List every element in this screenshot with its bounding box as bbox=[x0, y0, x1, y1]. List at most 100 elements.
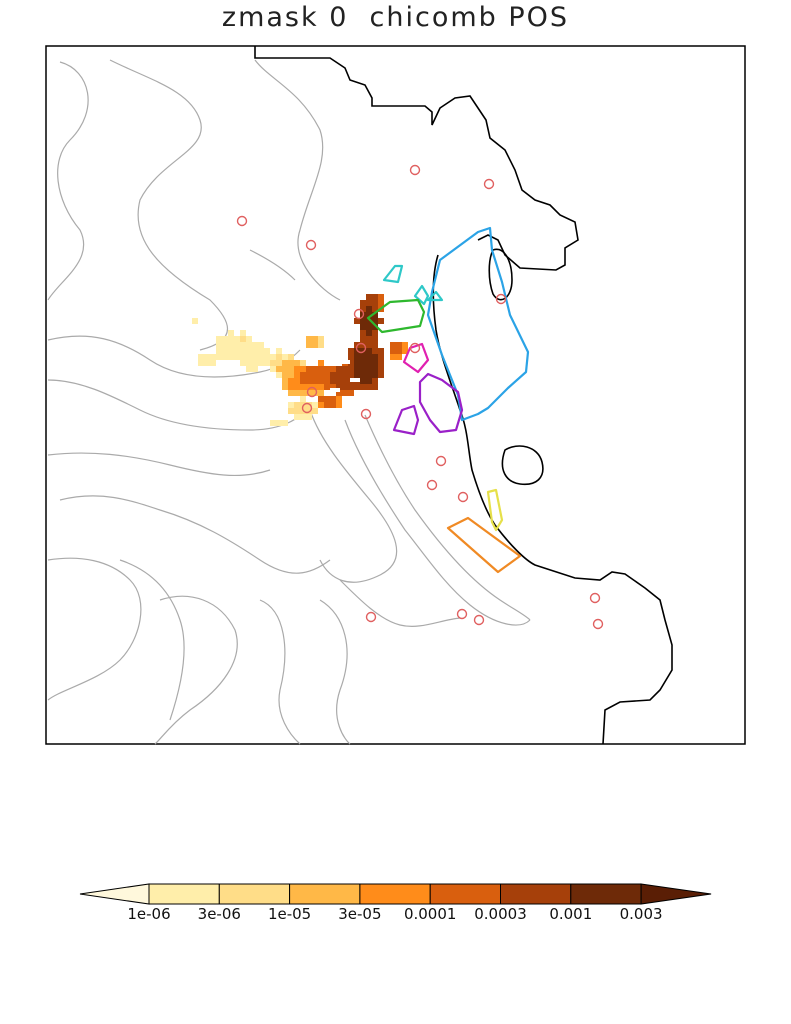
concentration-cell bbox=[330, 384, 336, 390]
concentration-cell bbox=[372, 372, 378, 378]
concentration-cell bbox=[330, 372, 336, 378]
concentration-cell bbox=[354, 360, 360, 366]
concentration-cell bbox=[366, 378, 372, 384]
bathymetry-contours bbox=[47, 59, 531, 745]
concentration-cell bbox=[366, 318, 372, 324]
concentration-cell bbox=[318, 402, 324, 408]
concentration-cell bbox=[366, 306, 372, 312]
concentration-cell bbox=[366, 354, 372, 360]
station-marker bbox=[435, 455, 447, 467]
concentration-cell bbox=[306, 342, 312, 348]
concentration-cell bbox=[270, 366, 276, 372]
concentration-cell bbox=[270, 360, 276, 366]
concentration-cell bbox=[342, 366, 348, 372]
station-marker bbox=[353, 308, 365, 320]
concentration-cell bbox=[300, 384, 306, 390]
concentration-cell bbox=[288, 354, 294, 360]
concentration-cell bbox=[354, 318, 360, 324]
concentration-cell bbox=[354, 366, 360, 372]
concentration-cell bbox=[372, 378, 378, 384]
region-blue bbox=[426, 226, 530, 422]
concentration-cell bbox=[234, 342, 240, 348]
concentration-cell bbox=[288, 402, 294, 408]
concentration-cell bbox=[330, 366, 336, 372]
concentration-cell bbox=[348, 372, 354, 378]
concentration-cell bbox=[294, 390, 300, 396]
concentration-cell bbox=[294, 408, 300, 414]
concentration-cell bbox=[300, 372, 306, 378]
concentration-cell bbox=[258, 348, 264, 354]
concentration-cell bbox=[222, 336, 228, 342]
concentration-cell bbox=[330, 378, 336, 384]
concentration-cell bbox=[366, 366, 372, 372]
concentration-cell bbox=[312, 402, 318, 408]
concentration-cell bbox=[366, 348, 372, 354]
concentration-cell bbox=[342, 372, 348, 378]
region-cyan-3 bbox=[426, 290, 444, 302]
concentration-cell bbox=[336, 384, 342, 390]
concentration-gap bbox=[350, 378, 360, 382]
concentration-cell bbox=[276, 354, 282, 360]
concentration-cell bbox=[258, 360, 264, 366]
concentration-cell bbox=[366, 330, 372, 336]
concentration-cell bbox=[276, 360, 282, 366]
concentration-cell bbox=[246, 354, 252, 360]
concentration-cell bbox=[360, 342, 366, 348]
concentration-cell bbox=[318, 336, 324, 342]
concentration-cell bbox=[324, 396, 330, 402]
concentration-cell bbox=[234, 336, 240, 342]
concentration-cell bbox=[270, 354, 276, 360]
colorbar-segment bbox=[148, 883, 220, 905]
colorbar-labels: 1e-06 3e-06 1e-05 3e-05 0.0001 0.0003 0.001 0.0… bbox=[127, 905, 662, 923]
concentration-cell bbox=[312, 372, 318, 378]
concentration-cell bbox=[342, 390, 348, 396]
station-marker bbox=[365, 611, 377, 623]
concentration-cell bbox=[288, 360, 294, 366]
concentration-cell bbox=[276, 366, 282, 372]
concentration-cell bbox=[360, 336, 366, 342]
concentration-cell bbox=[222, 354, 228, 360]
concentration-cell bbox=[318, 384, 324, 390]
concentration-cell bbox=[360, 318, 366, 324]
concentration-cell bbox=[204, 360, 210, 366]
concentration-cell bbox=[366, 300, 372, 306]
concentration-cell bbox=[378, 360, 384, 366]
concentration-cell bbox=[372, 306, 378, 312]
concentration-cell bbox=[252, 342, 258, 348]
concentration-cell bbox=[372, 384, 378, 390]
concentration-cell bbox=[324, 384, 330, 390]
colorbar-tick-label: 3e-05 bbox=[338, 905, 381, 923]
concentration-cell bbox=[306, 402, 312, 408]
colorbar-segment bbox=[429, 883, 502, 905]
station-marker bbox=[483, 178, 495, 190]
concentration-cell bbox=[240, 342, 246, 348]
concentration-cell bbox=[216, 354, 222, 360]
plot-title: zmask 0 chicomb POS bbox=[221, 2, 570, 33]
concentration-cell bbox=[300, 390, 306, 396]
concentration-cell bbox=[246, 342, 252, 348]
concentration-cell bbox=[348, 390, 354, 396]
concentration-cell bbox=[354, 384, 360, 390]
concentration-cell bbox=[396, 342, 402, 348]
concentration-cell bbox=[312, 390, 318, 396]
concentration-cell bbox=[312, 408, 318, 414]
concentration-cell bbox=[372, 366, 378, 372]
colorbar-segment bbox=[218, 883, 291, 905]
station-marker bbox=[457, 491, 469, 503]
concentration-cell bbox=[378, 294, 384, 300]
concentration-cell bbox=[360, 348, 366, 354]
concentration-cell bbox=[288, 384, 294, 390]
concentration-cell bbox=[318, 342, 324, 348]
colorbar-tick-label: 3e-06 bbox=[198, 905, 241, 923]
concentration-cell bbox=[216, 348, 222, 354]
station-marker bbox=[495, 293, 507, 305]
concentration-cell bbox=[258, 342, 264, 348]
concentration-cell bbox=[372, 294, 378, 300]
region-green bbox=[366, 298, 426, 334]
colorbar-tick-label: 0.0001 bbox=[404, 905, 457, 923]
concentration-cell bbox=[204, 354, 210, 360]
concentration-cell bbox=[282, 366, 288, 372]
concentration-cell bbox=[348, 348, 354, 354]
station-marker bbox=[409, 342, 421, 354]
concentration-cell bbox=[390, 354, 396, 360]
